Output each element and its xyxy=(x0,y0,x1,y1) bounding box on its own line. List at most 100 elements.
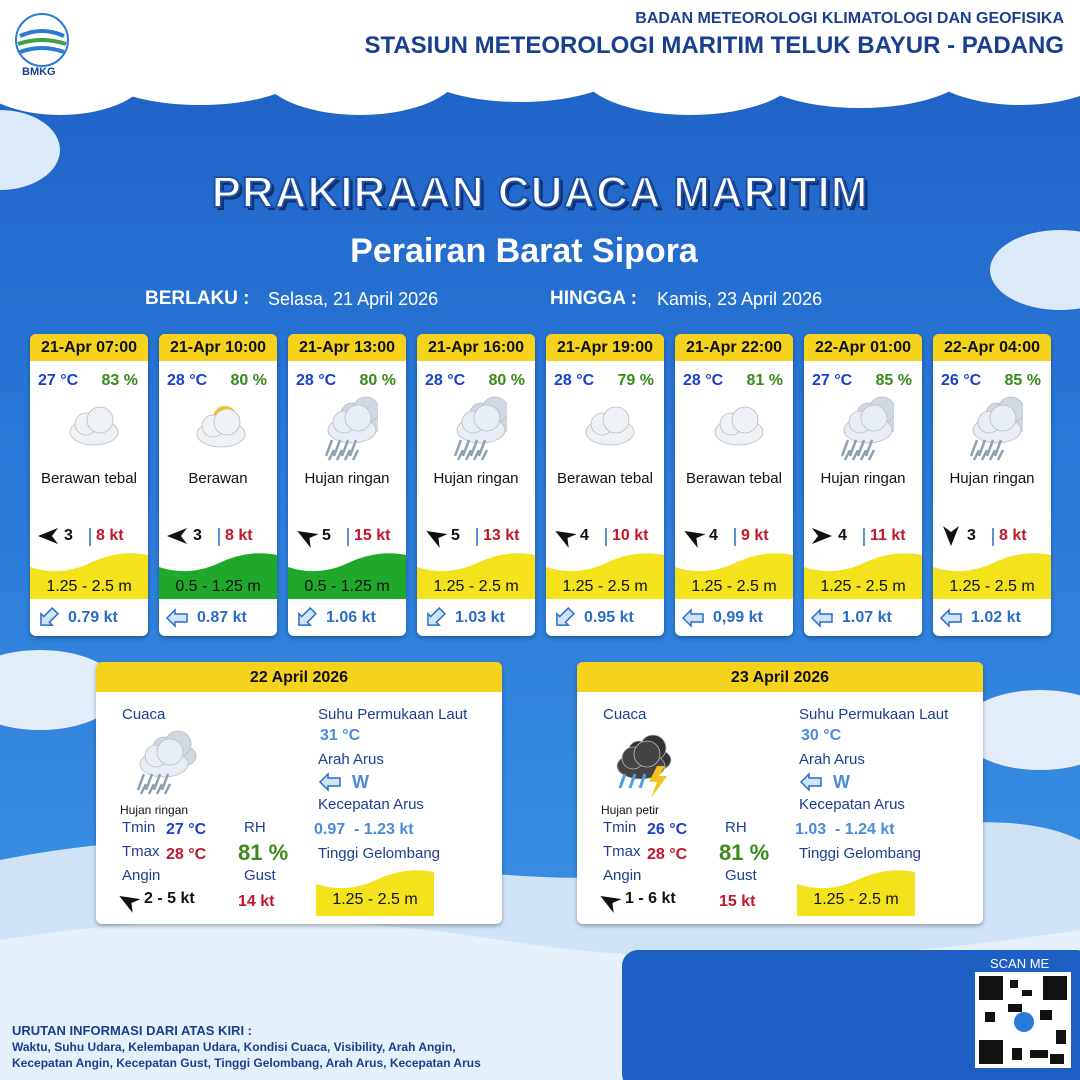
sst-label: Suhu Permukaan Laut xyxy=(318,706,468,723)
tmax-label: Tmax xyxy=(603,843,641,860)
tmax-label: Tmax xyxy=(122,843,160,860)
current-dir: W xyxy=(352,772,369,792)
tmin: 27 °C xyxy=(166,821,207,838)
rh: 81 % xyxy=(238,840,289,865)
wind: 2 - 5 kt xyxy=(144,890,195,907)
wave-band xyxy=(933,553,1051,599)
daily-card: 22 April 2026 Cuaca Hujan ringan Tmin 27 °C T… xyxy=(96,662,502,924)
gust: 9 kt xyxy=(741,527,769,544)
forecast-time: 22-Apr 01:00 xyxy=(804,334,922,361)
temperature: 27 °C xyxy=(38,372,79,389)
gust: 14 kt xyxy=(238,893,275,910)
humidity: 83 % xyxy=(101,372,138,389)
logo-text: BMKG xyxy=(22,66,56,78)
wave-band xyxy=(417,553,535,599)
forecast-time: 21-Apr 16:00 xyxy=(417,334,535,361)
temperature: 28 °C xyxy=(683,372,724,389)
sst-label: Suhu Permukaan Laut xyxy=(799,706,949,723)
weather-label: Cuaca xyxy=(603,706,647,723)
humidity: 80 % xyxy=(359,372,396,389)
wave-band xyxy=(675,553,793,599)
sst: 31 °C xyxy=(320,727,361,744)
tmin: 26 °C xyxy=(647,821,688,838)
wind-label: Angin xyxy=(603,867,642,884)
current-speed: 1.03 kt xyxy=(455,609,505,626)
current-arrow xyxy=(556,607,575,626)
wind-arrow xyxy=(426,531,447,548)
wave-height: 0.5 - 1.25 m xyxy=(175,578,261,595)
wave-band xyxy=(30,553,148,599)
wave-height: 1.25 - 2.5 m xyxy=(332,891,418,908)
title: PRAKIRAAN CUACA MARITIM xyxy=(211,167,869,218)
humidity: 80 % xyxy=(230,372,267,389)
wave-height: 1.25 - 2.5 m xyxy=(562,578,648,595)
current-arrow xyxy=(40,607,59,626)
gust: 8 kt xyxy=(225,527,253,544)
current-speed: 0.95 kt xyxy=(584,609,634,626)
wind-arrow xyxy=(555,531,576,548)
wind: 1 - 6 kt xyxy=(625,890,676,907)
temperature: 28 °C xyxy=(296,372,337,389)
wave-height: 1.25 - 2.5 m xyxy=(46,578,132,595)
separator xyxy=(863,528,865,546)
wind-arrow xyxy=(119,896,140,913)
separator xyxy=(476,528,478,546)
wave-height: 1.25 - 2.5 m xyxy=(949,578,1035,595)
weather-icon xyxy=(616,734,672,798)
weather-icon xyxy=(69,406,119,446)
separator xyxy=(218,528,220,546)
wind-arrow xyxy=(167,528,187,544)
wind-arrow xyxy=(600,896,621,913)
wind-speed: 5 xyxy=(451,527,460,544)
gust: 11 kt xyxy=(870,527,906,544)
wind-speed: 3 xyxy=(193,527,202,544)
forecast-card: 21-Apr 22:00 28 °C 81 % Berawan tebal 4 9 kt 1… xyxy=(675,334,793,636)
current-speed: 0.87 kt xyxy=(197,609,247,626)
weather-icon xyxy=(840,396,894,461)
temperature: 27 °C xyxy=(812,372,853,389)
forecast-time: 21-Apr 13:00 xyxy=(288,334,406,361)
wave-label: Tinggi Gelombang xyxy=(799,845,922,862)
current-arrow xyxy=(318,772,341,792)
info-line: Kecepatan Angin, Kecepatan Gust, Tinggi … xyxy=(12,1056,481,1070)
tmax: 28 °C xyxy=(647,846,688,863)
wind-speed: 4 xyxy=(709,527,718,544)
weather: Hujan ringan xyxy=(304,470,390,487)
humidity: 80 % xyxy=(488,372,525,389)
current-arrow xyxy=(298,607,317,626)
wind-arrow xyxy=(943,526,959,546)
forecast-time: 21-Apr 07:00 xyxy=(30,334,148,361)
wave-band xyxy=(804,553,922,599)
temperature: 28 °C xyxy=(554,372,595,389)
scan-me: SCAN ME xyxy=(990,956,1050,971)
gust: 13 kt xyxy=(483,527,520,544)
separator xyxy=(992,528,994,546)
wave-band xyxy=(288,553,406,599)
current-arrow xyxy=(799,772,822,792)
gust: 8 kt xyxy=(999,527,1027,544)
separator xyxy=(89,528,91,546)
separator xyxy=(734,528,736,546)
humidity: 81 % xyxy=(746,372,783,389)
current-speed: 0,99 kt xyxy=(713,609,763,626)
wind-speed: 5 xyxy=(322,527,331,544)
temperature: 28 °C xyxy=(167,372,208,389)
forecast-card: 21-Apr 19:00 28 °C 79 % Berawan tebal 4 10 kt… xyxy=(546,334,664,636)
gust: 15 kt xyxy=(354,527,391,544)
wave-band xyxy=(316,870,434,916)
wind-arrow xyxy=(684,531,705,548)
forecast-card: 21-Apr 07:00 27 °C 83 % Berawan tebal 3 8 kt 1… xyxy=(30,334,148,636)
current-arrow xyxy=(681,608,704,628)
wave-height: 0.5 - 1.25 m xyxy=(304,578,390,595)
forecast-time: 21-Apr 10:00 xyxy=(159,334,277,361)
separator xyxy=(347,528,349,546)
weather-icon xyxy=(196,406,246,448)
daily-card: 23 April 2026 Cuaca Hujan petir Tmin 26 °C Tm… xyxy=(577,662,983,924)
forecast-card: 22-Apr 04:00 26 °C 85 % Hujan ringan 3 8 kt 1.… xyxy=(933,334,1051,636)
current-speed: 1.02 kt xyxy=(971,609,1021,626)
weather: Hujan petir xyxy=(601,803,660,817)
wind-arrow xyxy=(297,531,318,548)
separator xyxy=(605,528,607,546)
gust-label: Gust xyxy=(244,867,276,884)
forecast-card: 21-Apr 16:00 28 °C 80 % Hujan ringan 5 13 kt 1… xyxy=(417,334,535,636)
